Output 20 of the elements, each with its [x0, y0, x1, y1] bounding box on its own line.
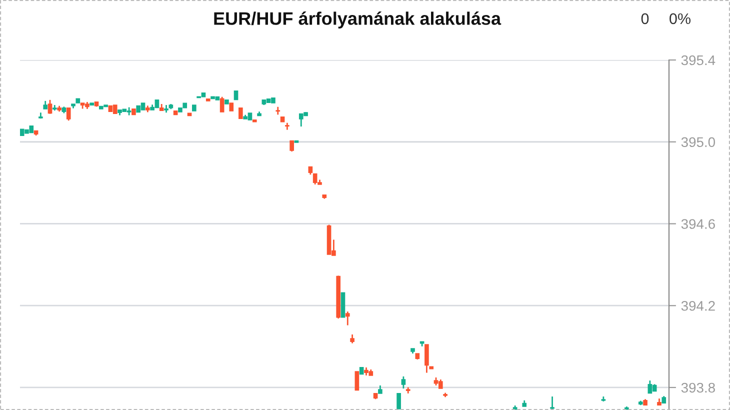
candlestick — [648, 380, 652, 394]
y-tick-label: 394.2 — [681, 300, 715, 311]
y-tick-label: 393.8 — [681, 382, 715, 393]
text: 0 — [641, 13, 649, 24]
candlestick — [345, 310, 350, 326]
y-tick-label: 394.6 — [681, 219, 715, 229]
y-tick-label: 395.0 — [681, 137, 716, 148]
text: 0% — [670, 13, 690, 24]
candlestick — [66, 107, 71, 122]
candlestick — [438, 378, 443, 390]
candlestick — [401, 376, 406, 390]
candlestick — [48, 99, 52, 115]
candlestick — [354, 371, 360, 391]
candlestick — [220, 96, 224, 113]
chart-title: EUR/HUF árfolyamának alakulása — [214, 12, 502, 28]
candlestick — [238, 107, 243, 119]
candlestick — [396, 393, 401, 410]
y-tick-label: 395.4 — [681, 55, 716, 66]
candlestick — [290, 140, 294, 152]
candlestick — [550, 396, 554, 410]
